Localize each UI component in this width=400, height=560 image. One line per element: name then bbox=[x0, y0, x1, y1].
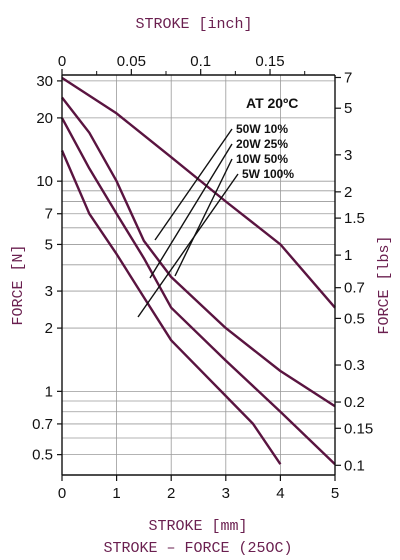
y-right-tick-label: 5 bbox=[344, 100, 352, 117]
legend-label-1: 50W 10% bbox=[236, 122, 288, 136]
x-tick-label: 4 bbox=[276, 485, 284, 502]
y-right-tick-label: 1 bbox=[344, 247, 352, 264]
series-line-3 bbox=[60, 117, 336, 466]
legend-label-4: 5W 100% bbox=[242, 167, 294, 181]
legend: 50W 10%20W 25%10W 50%5W 100% bbox=[137, 122, 294, 318]
legend-label-2: 20W 25% bbox=[236, 137, 288, 151]
x-top-tick-label: 0 bbox=[58, 53, 66, 70]
y-left-tick-label: 1 bbox=[45, 383, 53, 400]
y-right-tick-label: 0.15 bbox=[344, 420, 373, 437]
y-right-tick-label: 0.7 bbox=[344, 280, 365, 297]
x-tick-label: 2 bbox=[167, 485, 175, 502]
series-line-1 bbox=[61, 76, 336, 309]
grid bbox=[61, 75, 336, 476]
chart-caption: STROKE – FORCE (25OC) bbox=[103, 540, 292, 557]
y-right-tick-label: 1.5 bbox=[344, 210, 365, 227]
legend-leader-line-3 bbox=[174, 158, 233, 277]
legend-leader-line-2 bbox=[149, 143, 233, 279]
x-tick-label: 3 bbox=[222, 485, 230, 502]
legend-label-3: 10W 50% bbox=[236, 152, 288, 166]
y-left-tick-label: 7 bbox=[45, 206, 53, 223]
series-line-4 bbox=[60, 150, 282, 465]
y-right-tick-label: 0.2 bbox=[344, 394, 365, 411]
y-left-tick-label: 5 bbox=[45, 236, 53, 253]
x-top-tick-label: 0.1 bbox=[190, 53, 211, 70]
tick-labels: 0 1 2 3 4 5 0 0.05 0.1 0.15 0.5 0.7 1 2 3 5 7 10 20 30 0.1 0.… bbox=[32, 53, 373, 502]
y-left-tick-label: 0.7 bbox=[32, 416, 53, 433]
temperature-note: AT 20ºC bbox=[246, 95, 298, 111]
y-left-tick-label: 10 bbox=[36, 173, 53, 190]
y-left-tick-label: 0.5 bbox=[32, 447, 53, 464]
y-right-tick-label: 3 bbox=[344, 147, 352, 164]
y-right-tick-label: 7 bbox=[344, 69, 352, 86]
y-right-tick-label: 0.5 bbox=[344, 310, 365, 327]
x-axis-top-label: STROKE [inch] bbox=[135, 16, 252, 33]
axes bbox=[57, 69, 341, 481]
x-top-tick-label: 0.05 bbox=[117, 53, 146, 70]
y-left-tick-label: 20 bbox=[36, 110, 53, 127]
x-tick-label: 0 bbox=[58, 485, 66, 502]
x-tick-label: 1 bbox=[112, 485, 120, 502]
series-lines bbox=[60, 76, 336, 466]
y-left-tick-label: 30 bbox=[36, 73, 53, 90]
y-left-tick-label: 2 bbox=[45, 320, 53, 337]
legend-leader-line-4 bbox=[137, 173, 239, 318]
y-right-tick-label: 0.1 bbox=[344, 457, 365, 474]
y-axis-right-label: FORCE [lbs] bbox=[376, 235, 393, 334]
legend-leader-line-1 bbox=[154, 128, 233, 241]
y-right-tick-label: 0.3 bbox=[344, 357, 365, 374]
y-right-tick-label: 2 bbox=[344, 184, 352, 201]
y-left-tick-label: 3 bbox=[45, 283, 53, 300]
y-axis-left-label: FORCE [N] bbox=[10, 244, 27, 325]
series-line-2 bbox=[61, 96, 336, 408]
x-axis-bottom-label: STROKE [mm] bbox=[148, 518, 247, 535]
x-top-tick-label: 0.15 bbox=[255, 53, 284, 70]
x-tick-label: 5 bbox=[331, 485, 339, 502]
